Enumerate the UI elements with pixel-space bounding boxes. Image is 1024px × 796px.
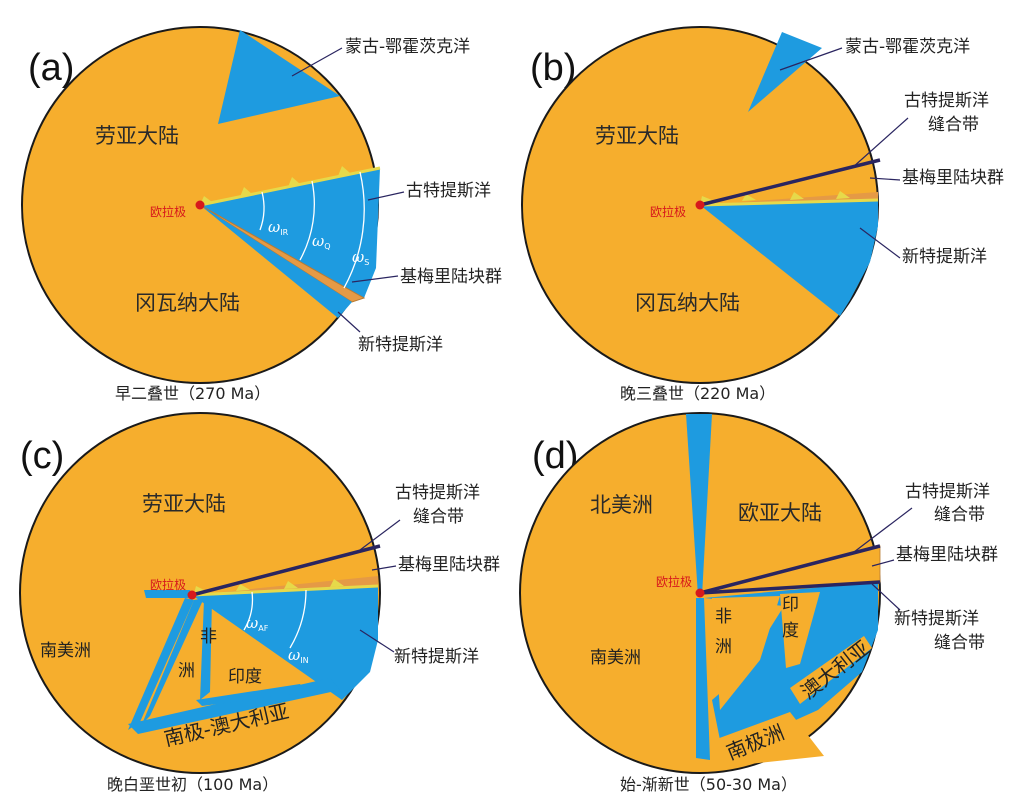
panel-c-omega-in: ωIN xyxy=(288,646,309,665)
panel-c-paleo-tethys-suture xyxy=(191,544,381,597)
panel-a-omega-q: ωQ xyxy=(312,232,331,251)
panel-d-africa-label-2: 洲 xyxy=(715,637,732,657)
panel-a-neo-tethys-label: 新特提斯洋 xyxy=(358,335,443,355)
panel-a-neo-tethys-ocean xyxy=(200,205,352,318)
panel-d-neo-tethys-label: 新特提斯洋 xyxy=(894,609,979,629)
panel-d-cimmerian-label: 基梅里陆块群 xyxy=(896,545,998,565)
panel-a: (a) ωIR ωQ ωS 劳亚大陆 冈瓦纳大陆 欧拉极 xyxy=(21,26,502,403)
panel-a-caption: 早二叠世（270 Ma） xyxy=(115,384,270,403)
panel-c-leaders xyxy=(359,519,401,653)
panel-b-leaders xyxy=(779,47,909,259)
panel-b: (b) 劳亚大陆 冈瓦纳大陆 欧拉极 蒙古-鄂霍茨克洋 古特提斯洋 缝合带 基梅… xyxy=(521,26,1004,403)
panel-b-caption: 晚三叠世（220 Ma） xyxy=(620,384,775,403)
panel-b-paleo-tethys-label: 古特提斯洋 xyxy=(904,91,989,111)
panel-b-cimmerian-label: 基梅里陆块群 xyxy=(902,168,1004,188)
panel-c-paleo-tethys-label: 古特提斯洋 xyxy=(395,483,480,503)
panel-b-gondwana-label: 冈瓦纳大陆 xyxy=(635,291,740,315)
panel-a-pole-label: 欧拉极 xyxy=(150,204,186,219)
panel-c-laurasia-label: 劳亚大陆 xyxy=(142,492,226,516)
panel-d-leaders xyxy=(853,507,913,611)
panel-a-omega-arcs xyxy=(259,171,365,289)
panel-b-tag: (b) xyxy=(530,47,576,89)
panel-b-cimmerian-blocks xyxy=(700,192,878,205)
panel-d-antarctica-block xyxy=(714,712,824,766)
panel-c: (c) ωAF ωIN 劳亚大陆 南美洲 非 洲 印度 xyxy=(19,412,500,794)
panel-d-paleo-suture-label: 缝合带 xyxy=(934,505,985,525)
panel-d-neo-tethys-suture xyxy=(699,580,881,595)
panel-c-suture-label: 缝合带 xyxy=(413,507,464,527)
panel-a-cimmerian-label: 基梅里陆块群 xyxy=(400,267,502,287)
panel-d-caption: 始-渐新世（50-30 Ma） xyxy=(620,775,797,794)
panel-d-africa-label-1: 非 xyxy=(715,607,732,627)
panel-a-laurasia-label: 劳亚大陆 xyxy=(95,124,179,148)
panel-c-omega-arcs xyxy=(243,589,307,649)
panel-c-neo-tethys-label: 新特提斯洋 xyxy=(394,647,479,667)
panel-a-tag: (a) xyxy=(28,47,74,89)
panel-a-subduction-teeth xyxy=(200,166,350,205)
panel-d-south-america-label: 南美洲 xyxy=(590,648,641,668)
panel-d-euler-pole xyxy=(695,588,705,598)
panel-d-paleo-tethys-label: 古特提斯洋 xyxy=(905,482,990,502)
panel-a-leaders xyxy=(291,47,405,333)
panel-c-africa-label-2: 洲 xyxy=(178,661,195,681)
panel-c-caption: 晚白垩世初（100 Ma） xyxy=(107,775,278,794)
panel-c-africa-label-1: 非 xyxy=(200,627,217,647)
panel-d-pole-label: 欧拉极 xyxy=(656,574,692,589)
panel-d-north-atlantic xyxy=(686,414,712,596)
panel-b-paleo-tethys-suture xyxy=(699,158,881,207)
panel-d-australia-block xyxy=(790,636,872,704)
panel-d-neo-suture-label: 缝合带 xyxy=(934,633,985,653)
panel-c-neo-tethys-ocean xyxy=(192,586,378,700)
panel-a-mongol-okhotsk-ocean xyxy=(218,30,340,124)
panel-b-mongol-okhotsk-ocean xyxy=(748,32,822,112)
panel-c-india-label: 印度 xyxy=(228,667,262,687)
panel-a-gondwana-label: 冈瓦纳大陆 xyxy=(135,291,240,315)
panel-a-paleo-tethys-ocean xyxy=(200,168,380,298)
panel-c-subduction-teeth xyxy=(194,579,344,594)
panel-a-omega-s: ωS xyxy=(352,248,369,267)
panel-c-omega-af: ωAF xyxy=(246,614,269,633)
panel-d-india-label-2: 度 xyxy=(782,621,799,641)
panel-b-neo-tethys-label: 新特提斯洋 xyxy=(902,247,987,267)
panel-c-cimmerian-label: 基梅里陆块群 xyxy=(398,555,500,575)
panel-b-mongol-okhotsk-label: 蒙古-鄂霍茨克洋 xyxy=(845,37,970,57)
panel-b-euler-pole xyxy=(695,200,705,210)
panel-c-pole-label: 欧拉极 xyxy=(150,577,186,592)
panel-d-eurasia-label: 欧亚大陆 xyxy=(738,501,822,525)
panel-d-south-atlantic xyxy=(696,598,710,760)
panel-b-suture-label: 缝合带 xyxy=(928,115,979,135)
panel-d-africa-block xyxy=(712,596,780,710)
panel-c-rift-india xyxy=(196,684,306,706)
panel-d: (d) 北美洲 欧亚大陆 南美洲 非 洲 印 度 澳大利亚 南极洲 欧拉极 xyxy=(519,412,998,794)
panel-c-euler-pole xyxy=(187,590,197,600)
panel-c-rift-africa-india-east xyxy=(200,600,212,700)
panel-d-north-america-label: 北美洲 xyxy=(590,493,653,517)
panel-c-subduction-line xyxy=(191,584,379,597)
panel-c-rift-west xyxy=(144,590,192,598)
panel-a-paleo-tethys-label: 古特提斯洋 xyxy=(406,181,491,201)
panel-b-laurasia-label: 劳亚大陆 xyxy=(595,124,679,148)
panel-b-neo-tethys-ocean xyxy=(700,200,878,316)
panel-a-omega-ir: ωIR xyxy=(268,218,289,237)
panel-d-india-block xyxy=(780,592,820,668)
panel-a-mongol-okhotsk-label: 蒙古-鄂霍茨克洋 xyxy=(345,37,470,57)
panel-c-tag: (c) xyxy=(20,435,64,477)
panel-d-india-label-1: 印 xyxy=(782,595,799,615)
panel-c-rift-africa-india xyxy=(142,598,204,724)
panel-a-euler-pole xyxy=(195,200,205,210)
panel-c-rift-south-atlantic xyxy=(128,598,194,730)
panel-b-subduction-line xyxy=(699,198,879,207)
panel-b-pole-label: 欧拉极 xyxy=(650,204,686,219)
panel-d-paleo-tethys-suture xyxy=(699,544,881,595)
panel-c-south-america-label: 南美洲 xyxy=(40,641,91,661)
